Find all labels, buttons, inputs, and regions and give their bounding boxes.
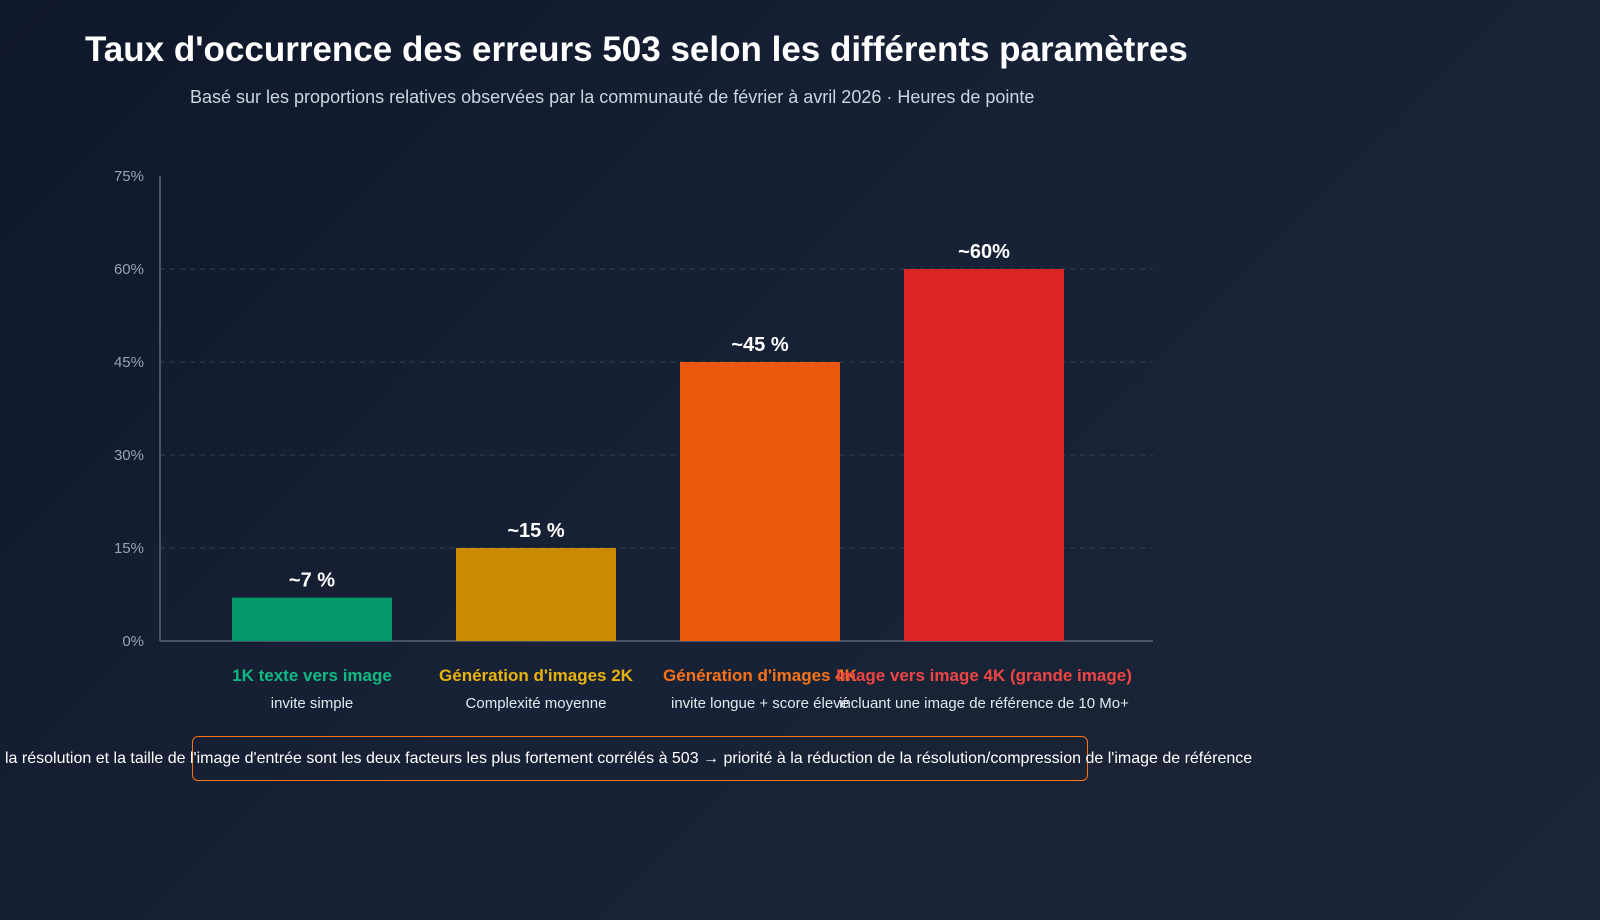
data-label: ~60% — [958, 241, 1010, 263]
category-sublabel: invite longue + score élevé — [671, 695, 849, 712]
y-axis-ticks: 0% 15% 30% 45% 60% 75% — [114, 168, 144, 650]
data-label: ~45 % — [731, 334, 788, 356]
chart-title: Taux d'occurrence des erreurs 503 selon … — [85, 30, 1188, 69]
category-label: Génération d'images 4K — [663, 666, 858, 685]
bar-2 — [456, 548, 616, 641]
y-tick-label: 15% — [114, 540, 144, 557]
category-label: Génération d'images 2K — [439, 666, 634, 685]
bar-4 — [904, 269, 1064, 641]
y-tick-label: 0% — [122, 633, 144, 650]
category-sublabel: invite simple — [271, 695, 354, 712]
y-tick-label: 60% — [114, 261, 144, 278]
labels: ~7 % 1K texte vers image invite simple ~15 … — [232, 241, 1132, 712]
category-sublabel: incluant une image de référence de 10 Mo… — [839, 695, 1129, 712]
data-label: ~7 % — [289, 570, 335, 592]
chart-subtitle: Basé sur les proportions relatives obser… — [190, 87, 1035, 107]
y-tick-label: 45% — [114, 354, 144, 371]
y-tick-label: 30% — [114, 447, 144, 464]
category-label: Image vers image 4K (grande image) — [836, 666, 1132, 685]
insight-note-box — [192, 736, 1088, 781]
data-label: ~15 % — [507, 520, 564, 542]
bar-3 — [680, 362, 840, 641]
category-label: 1K texte vers image — [232, 666, 392, 685]
bar-1 — [232, 597, 392, 641]
bars — [232, 269, 1064, 641]
insight-note-text: la résolution et la taille de l'image d'… — [5, 750, 1253, 767]
category-sublabel: Complexité moyenne — [466, 695, 607, 712]
y-tick-label: 75% — [114, 168, 144, 185]
